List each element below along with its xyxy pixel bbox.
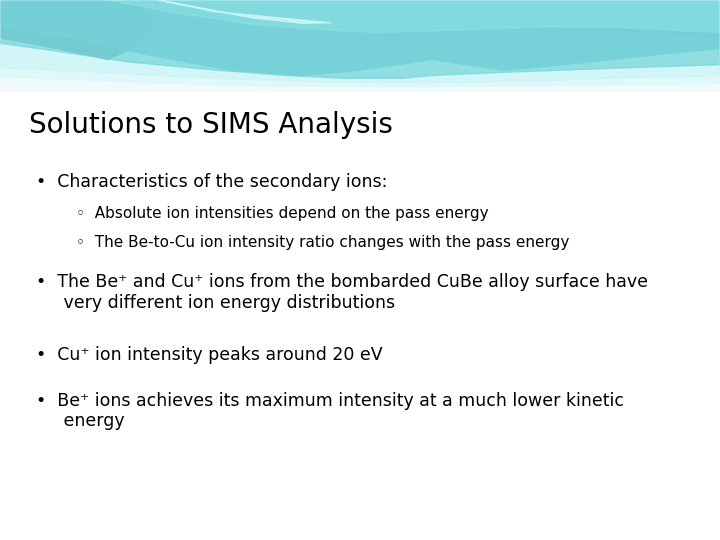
Polygon shape (0, 0, 720, 83)
Text: •  Be⁺ ions achieves its maximum intensity at a much lower kinetic
     energy: • Be⁺ ions achieves its maximum intensit… (36, 392, 624, 430)
Text: ◦  The Be-to-Cu ion intensity ratio changes with the pass energy: ◦ The Be-to-Cu ion intensity ratio chang… (76, 235, 569, 250)
Text: Solutions to SIMS Analysis: Solutions to SIMS Analysis (29, 111, 392, 139)
Text: ◦  Absolute ion intensities depend on the pass energy: ◦ Absolute ion intensities depend on the… (76, 206, 488, 221)
Polygon shape (0, 0, 720, 76)
Polygon shape (0, 0, 720, 78)
Polygon shape (0, 0, 720, 38)
Polygon shape (0, 0, 720, 86)
Polygon shape (108, 0, 720, 32)
Text: •  The Be⁺ and Cu⁺ ions from the bombarded CuBe alloy surface have
     very dif: • The Be⁺ and Cu⁺ ions from the bombarde… (36, 273, 648, 312)
FancyBboxPatch shape (0, 0, 720, 92)
Text: •  Cu⁺ ion intensity peaks around 20 eV: • Cu⁺ ion intensity peaks around 20 eV (36, 346, 382, 363)
Polygon shape (158, 0, 331, 23)
Polygon shape (0, 0, 158, 59)
Text: •  Characteristics of the secondary ions:: • Characteristics of the secondary ions: (36, 173, 387, 191)
